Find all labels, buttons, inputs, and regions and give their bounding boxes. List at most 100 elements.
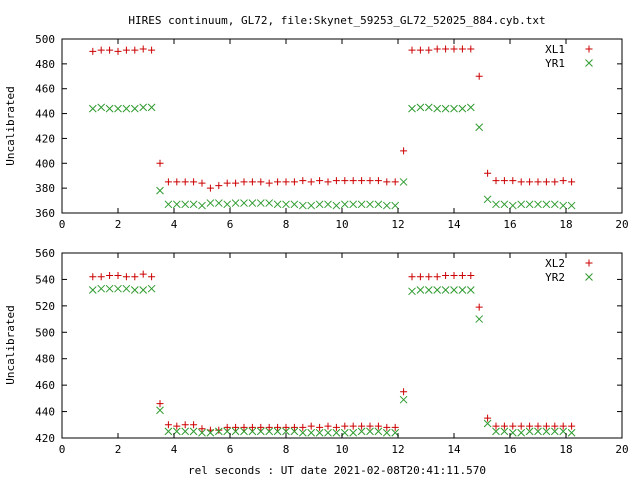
bottom-legend-yr2-marker — [585, 273, 593, 281]
top-y-tick-label: 440 — [35, 108, 55, 121]
bottom-yr2-point — [475, 315, 484, 323]
top-yr1-point — [450, 104, 458, 113]
bottom-xl2-point — [316, 423, 324, 431]
top-yr1-point — [88, 104, 97, 113]
bottom-xl2-point — [139, 270, 147, 278]
bottom-legend-xl2-label: XL2 — [545, 257, 565, 270]
bottom-yr2-point — [483, 419, 492, 428]
top-xl1-point — [274, 178, 282, 186]
bottom-yr2-point — [122, 284, 131, 293]
bottom-xl2-point — [500, 422, 508, 430]
top-xl1-point — [122, 46, 130, 54]
top-xl1-point — [139, 45, 147, 53]
bottom-x-tick-label: 20 — [615, 443, 628, 456]
bottom-yr2-point — [567, 428, 576, 437]
top-xl1-point — [568, 178, 576, 186]
top-yr1-point — [550, 200, 559, 209]
top-ticks: 0 2 4 6 8 10 12 14 16 18 20 360 380 400 420 440 460 480 50… — [35, 33, 629, 231]
bottom-yr2-point — [240, 427, 248, 436]
bottom-xl2-point — [215, 426, 223, 434]
bottom-x-tick-label: 6 — [227, 443, 234, 456]
top-yr1-point — [265, 199, 274, 207]
top-yr1-point — [206, 199, 215, 207]
bottom-yr2-point — [231, 427, 240, 436]
top-yr1-point — [147, 103, 156, 112]
top-xl1-point — [551, 178, 559, 186]
bottom-yr2-point — [399, 395, 408, 404]
top-y-tick-label: 400 — [35, 157, 55, 170]
bottom-yr2-point — [198, 428, 206, 437]
top-yr1-point — [273, 200, 282, 209]
top-xl1-point — [332, 177, 340, 185]
bottom-yr2-point — [349, 428, 358, 437]
top-yr1-point — [240, 199, 248, 207]
top-xl1-point — [358, 177, 366, 185]
top-xl1-point — [131, 46, 139, 54]
bottom-xl2-point — [366, 422, 374, 430]
top-xl1-point — [517, 178, 525, 186]
top-yr1-point — [189, 200, 198, 209]
top-yr1-point — [290, 200, 299, 209]
bottom-xl2-point — [400, 388, 408, 396]
top-xl1-point — [248, 178, 256, 186]
top-xl1-point — [240, 178, 248, 186]
bottom-plot-frame — [61, 252, 623, 439]
bottom-yr2-point — [298, 428, 307, 437]
top-xl1-point — [450, 45, 458, 53]
top-legend-xl1-marker — [585, 45, 593, 53]
bottom-xl2-point — [274, 423, 282, 431]
bottom-xl2-point — [425, 273, 433, 281]
top-xl1-point — [173, 178, 181, 186]
top-yr1-point — [466, 103, 475, 112]
top-marks — [88, 45, 576, 210]
top-yr1-point — [256, 199, 265, 207]
bottom-xl2-point — [408, 273, 416, 281]
top-yr1-point — [433, 104, 442, 113]
top-yr1-point — [500, 200, 509, 209]
bottom-yr2-point — [441, 286, 450, 294]
top-x-tick-label: 2 — [115, 218, 122, 231]
top-xl1-point — [324, 178, 332, 186]
top-yr1-point — [105, 104, 114, 113]
top-y-tick-label: 420 — [35, 132, 55, 145]
top-yr1-point — [525, 200, 534, 209]
top-yr1-point — [517, 200, 526, 209]
bottom-x-tick-label: 4 — [171, 443, 178, 456]
top-xl1-point — [509, 177, 517, 185]
top-xl1-point — [400, 147, 408, 155]
bottom-yr2-point — [164, 427, 173, 436]
top-yr1-point — [508, 201, 517, 210]
bottom-yr2-point — [450, 286, 458, 294]
top-yr1-point — [349, 200, 358, 209]
bottom-xl2-point — [307, 422, 315, 430]
top-yr1-point — [114, 104, 122, 113]
top-xl1-point — [307, 178, 315, 186]
top-yr1-point — [382, 201, 391, 210]
top-yr1-point — [542, 200, 551, 209]
bottom-xl2-point — [122, 273, 130, 281]
top-xl1-point — [442, 45, 450, 53]
top-xl1-point — [534, 178, 542, 186]
top-xl1-point — [542, 178, 550, 186]
top-yr1-point — [475, 123, 484, 132]
bottom-yr2-point — [542, 427, 551, 436]
bottom-yr2-point — [97, 284, 106, 293]
bottom-xl2-point — [198, 425, 206, 433]
bottom-xl2-point — [450, 271, 458, 279]
top-yr1-point — [416, 103, 425, 112]
top-xl1-point — [223, 179, 231, 187]
bottom-xl2-point — [559, 422, 567, 430]
top-yr1-point — [139, 103, 148, 112]
bottom-yr2-point — [466, 286, 475, 294]
bottom-yr2-point — [332, 428, 341, 437]
bottom-xl2-point — [391, 423, 399, 431]
bottom-xl2-point — [475, 303, 483, 311]
bottom-xl2-point — [383, 423, 391, 431]
bottom-yr2-point — [458, 286, 467, 294]
bottom-xl2-point — [458, 271, 466, 279]
bottom-xl2-point — [148, 273, 156, 281]
bottom-yr2-point — [408, 287, 416, 296]
top-y-tick-label: 460 — [35, 83, 55, 96]
bottom-yr2-point — [307, 428, 316, 437]
